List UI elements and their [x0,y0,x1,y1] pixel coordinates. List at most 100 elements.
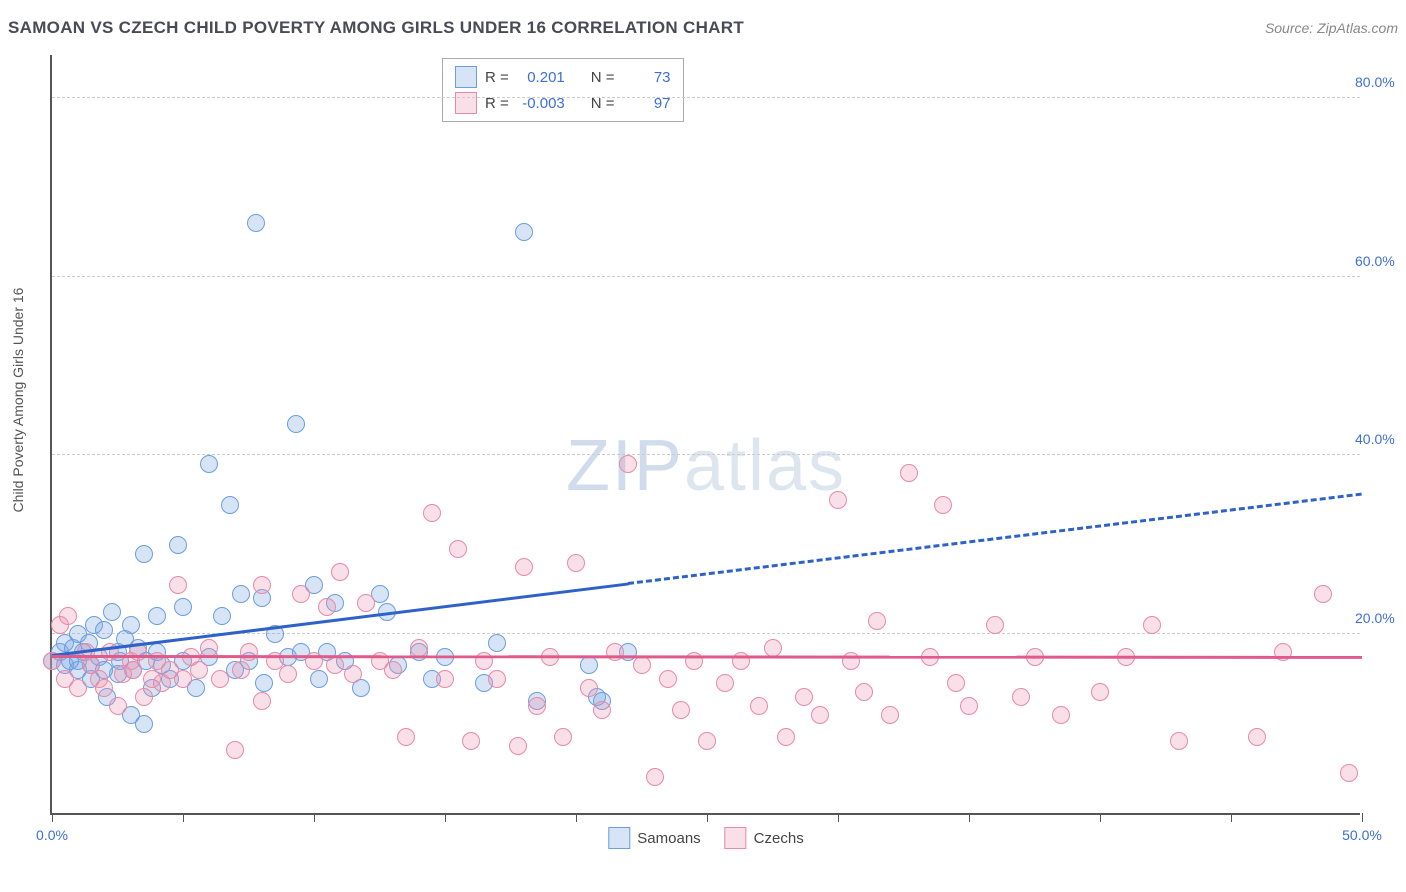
series-name: Samoans [637,830,700,847]
data-point [292,585,310,603]
data-point [1052,706,1070,724]
chart-title: SAMOAN VS CZECH CHILD POVERTY AMONG GIRL… [8,18,744,38]
data-point [567,554,585,572]
data-point [122,616,140,634]
data-point [247,214,265,232]
data-point [69,679,87,697]
data-point [221,496,239,514]
legend-n-value: 73 [623,69,671,86]
data-point [200,639,218,657]
x-tick [314,813,315,822]
x-tick-label: 50.0% [1342,827,1382,843]
x-tick [576,813,577,822]
data-point [811,706,829,724]
x-tick [183,813,184,822]
data-point [593,701,611,719]
data-point [795,688,813,706]
x-tick [1100,813,1101,822]
data-point [580,656,598,674]
series-legend: Samoans Czechs [608,827,803,849]
data-point [331,563,349,581]
data-point [357,594,375,612]
data-point [509,737,527,755]
x-tick [445,813,446,822]
data-point [1170,732,1188,750]
data-point [232,661,250,679]
data-point [488,634,506,652]
data-point [174,598,192,616]
data-point [947,674,965,692]
data-point [515,223,533,241]
data-point [436,670,454,688]
legend-r-value: 0.201 [517,69,565,86]
data-point [619,455,637,473]
data-point [95,679,113,697]
data-point [213,607,231,625]
x-tick [1231,813,1232,822]
legend-swatch [455,92,477,114]
data-point [169,576,187,594]
data-point [1340,764,1358,782]
data-point [1248,728,1266,746]
data-point [109,697,127,715]
trend-line [628,493,1362,585]
data-point [764,639,782,657]
trend-line [52,582,629,657]
data-point [672,701,690,719]
data-point [1314,585,1332,603]
data-point [449,540,467,558]
x-tick [707,813,708,822]
data-point [528,697,546,715]
x-tick-label: 0.0% [36,827,68,843]
y-tick-label: 20.0% [1355,610,1406,626]
data-point [255,674,273,692]
data-point [960,697,978,715]
stats-legend-row: R =0.201N =73 [455,64,671,90]
data-point [986,616,1004,634]
data-point [1012,688,1030,706]
legend-swatch [455,66,477,88]
watermark: ZIPatlas [566,425,846,507]
data-point [384,661,402,679]
y-tick-label: 40.0% [1355,431,1406,447]
data-point [462,732,480,750]
data-point [580,679,598,697]
data-point [59,607,77,625]
data-point [716,674,734,692]
data-point [148,607,166,625]
data-point [200,455,218,473]
stats-legend: R =0.201N =73R =-0.003N =97 [442,58,684,122]
data-point [633,656,651,674]
legend-swatch [725,827,747,849]
title-bar: SAMOAN VS CZECH CHILD POVERTY AMONG GIRL… [8,18,1398,38]
data-point [226,741,244,759]
series-name: Czechs [754,830,804,847]
data-point [1091,683,1109,701]
data-point [900,464,918,482]
gridline [52,454,1360,455]
data-point [135,715,153,733]
data-point [253,692,271,710]
data-point [868,612,886,630]
data-point [855,683,873,701]
data-point [318,598,336,616]
legend-r-label: R = [485,69,509,86]
y-tick-label: 60.0% [1355,253,1406,269]
gridline [52,276,1360,277]
data-point [397,728,415,746]
data-point [253,576,271,594]
x-tick [52,813,53,822]
stats-legend-row: R =-0.003N =97 [455,90,671,116]
data-point [287,415,305,433]
data-point [881,706,899,724]
data-point [232,585,250,603]
legend-swatch [608,827,630,849]
data-point [488,670,506,688]
data-point [240,643,258,661]
data-point [95,621,113,639]
data-point [515,558,533,576]
data-point [124,661,142,679]
data-point [310,670,328,688]
data-point [326,656,344,674]
series-legend-item: Samoans [608,827,700,849]
